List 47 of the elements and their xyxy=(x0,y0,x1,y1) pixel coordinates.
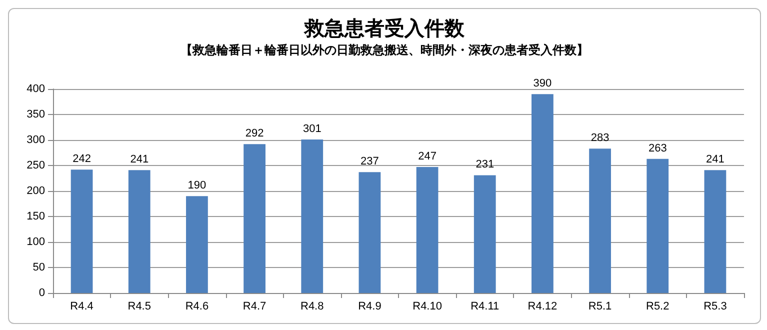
x-tick-label: R4.12 xyxy=(528,300,558,312)
x-tick-label: R4.6 xyxy=(185,300,209,312)
y-tick-label: 350 xyxy=(26,108,45,120)
bar xyxy=(704,170,726,293)
data-label: 241 xyxy=(706,154,724,166)
bar xyxy=(186,196,208,293)
bar xyxy=(244,144,266,293)
data-label: 237 xyxy=(360,156,379,168)
bar xyxy=(358,172,381,293)
x-tick-label: R4.4 xyxy=(70,300,94,312)
x-tick-label: R4.8 xyxy=(300,300,324,312)
data-label: 301 xyxy=(302,122,322,135)
chart-title: 救急患者受入件数 xyxy=(304,16,466,40)
bar xyxy=(646,158,669,293)
data-label: 390 xyxy=(533,78,552,90)
y-tick-label: 300 xyxy=(26,134,45,146)
x-tick-label: R5.2 xyxy=(646,300,670,312)
bar xyxy=(416,167,438,293)
x-tick-label: R4.5 xyxy=(128,300,151,312)
bar xyxy=(128,170,150,293)
y-tick-label: 0 xyxy=(38,287,45,299)
bar xyxy=(532,94,554,293)
bar xyxy=(474,175,496,293)
y-tick-label: 400 xyxy=(26,83,45,95)
data-label: 247 xyxy=(418,150,436,163)
data-label: 263 xyxy=(648,142,667,154)
y-tick-label: 150 xyxy=(26,210,45,222)
x-tick-label: R4.7 xyxy=(242,300,266,312)
x-tick-label: R4.11 xyxy=(470,300,500,312)
data-label: 242 xyxy=(72,153,91,166)
x-tick-label: R4.10 xyxy=(412,300,442,312)
y-tick-label: 50 xyxy=(32,262,45,274)
bar xyxy=(301,139,324,293)
bar xyxy=(589,148,611,293)
data-label: 231 xyxy=(476,158,494,171)
data-label: 241 xyxy=(130,154,149,166)
x-tick-label: R4.9 xyxy=(358,300,382,312)
x-tick-label: R5.1 xyxy=(588,300,612,312)
data-label: 190 xyxy=(188,180,206,192)
bar xyxy=(70,170,93,293)
x-tick-label: R5.3 xyxy=(704,300,727,312)
y-tick-label: 250 xyxy=(26,160,45,172)
y-tick-label: 100 xyxy=(26,236,45,248)
chart-subtitle: 【救急輪番日＋輪番日以外の日勤救急搬送、時間外・深夜の患者受入件数】 xyxy=(180,43,588,57)
data-label: 283 xyxy=(590,132,610,144)
data-label: 292 xyxy=(245,128,264,140)
y-tick-label: 200 xyxy=(26,185,45,197)
